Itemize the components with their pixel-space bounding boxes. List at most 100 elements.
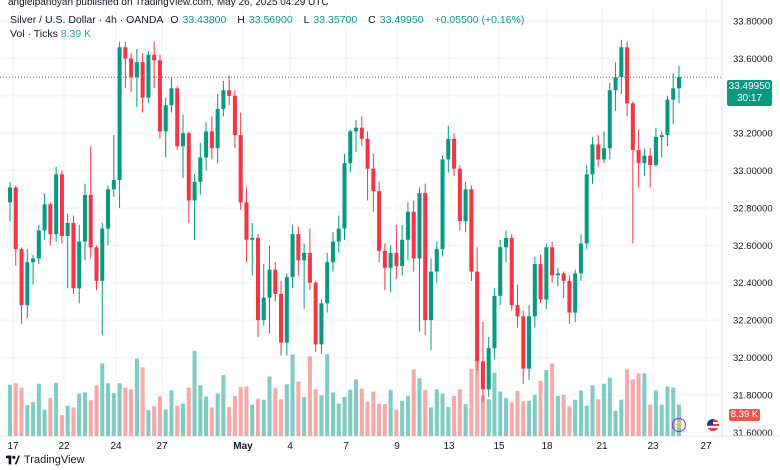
candle-body — [267, 269, 272, 298]
volume-tag: 8.39 K — [729, 409, 760, 421]
candle-body — [336, 228, 341, 242]
candle-body — [192, 181, 197, 201]
candle-body — [279, 293, 284, 343]
volume-bar — [290, 354, 295, 436]
candle-body — [77, 241, 82, 289]
volume-bar — [261, 399, 266, 436]
volume-bar — [169, 390, 174, 436]
volume-bar — [653, 390, 658, 436]
candle-body — [7, 187, 13, 203]
candle-body — [186, 133, 191, 201]
volume-bar — [19, 387, 24, 436]
volume-bar — [48, 398, 53, 436]
x-tick-label: 18 — [541, 441, 553, 452]
candle-body — [117, 47, 122, 180]
volume-bar — [273, 388, 278, 436]
volume-bar — [532, 394, 537, 436]
clock-icon[interactable]: ⚡ — [672, 418, 686, 432]
volume-bar — [659, 404, 664, 436]
candle-body — [163, 105, 168, 132]
volume-bar — [59, 415, 64, 436]
volume-bar — [65, 405, 70, 436]
volume-bar — [630, 379, 635, 436]
volume-bar — [88, 400, 93, 436]
volume-bar — [400, 400, 405, 436]
candle-body — [261, 297, 266, 321]
volume-bar — [377, 403, 382, 436]
volume-bar — [336, 403, 341, 436]
volume-bar — [232, 395, 237, 436]
candle-body — [36, 230, 41, 259]
candle-body — [134, 62, 139, 78]
volume-bar — [509, 402, 514, 436]
volume-bar — [267, 376, 272, 436]
volume-bar — [492, 372, 497, 436]
last-price-value: 33.49950 — [728, 81, 771, 92]
volume-bar — [648, 404, 653, 436]
x-tick-label: 27 — [156, 441, 168, 452]
candle-body — [671, 88, 676, 100]
candle-body — [59, 174, 64, 237]
candle-body — [273, 269, 278, 294]
volume-bar — [584, 405, 589, 436]
candle-body — [475, 271, 480, 362]
candle-body — [238, 135, 243, 203]
volume-bar — [31, 401, 36, 436]
candle-body — [665, 99, 670, 136]
candle-body — [204, 131, 209, 158]
volume-bar — [636, 373, 641, 436]
candle-body — [400, 239, 405, 266]
volume-label[interactable]: Vol · Ticks — [10, 28, 58, 40]
candle-body — [348, 131, 353, 164]
volume-bar — [192, 350, 197, 436]
x-tick-label: 7 — [343, 441, 349, 452]
volume-bar — [405, 395, 410, 436]
candle-body — [394, 252, 399, 266]
x-tick-label: 24 — [110, 441, 122, 452]
volume-bar — [642, 373, 647, 436]
candle-body — [636, 150, 641, 164]
candle-body — [209, 131, 214, 149]
candle-body — [613, 77, 618, 91]
candle-body — [106, 189, 111, 229]
candle-body — [255, 237, 261, 321]
x-tick-label: 22 — [58, 441, 70, 452]
volume-bar — [538, 381, 543, 436]
volume-bar — [204, 396, 209, 436]
volume-bar — [411, 369, 416, 436]
brand-name: TradingView — [24, 454, 85, 466]
candle-body — [607, 90, 612, 149]
candle-body — [302, 252, 307, 261]
x-tick-label: 9 — [394, 441, 400, 452]
candle-body — [354, 127, 359, 132]
candle-body — [140, 62, 145, 98]
volume-bar — [561, 394, 566, 436]
us-flag-icon[interactable] — [706, 418, 720, 432]
volume-legend: Vol · Ticks 8.39 K — [10, 28, 91, 40]
volume-bar — [348, 389, 353, 436]
y-tick-label: 33.20000 — [733, 129, 773, 140]
candle-body — [446, 138, 451, 160]
volume-bar — [573, 399, 578, 436]
volume-bar — [475, 359, 480, 436]
volume-bar — [567, 406, 572, 436]
symbol-title[interactable]: Silver / U.S. Dollar · 4h · OANDA — [10, 14, 164, 26]
tradingview-logo[interactable]: TradingView — [6, 454, 85, 466]
candle-body — [377, 191, 382, 251]
candle-body — [440, 159, 445, 250]
candle-body — [54, 174, 59, 235]
change-value: +0.05500 (+0.16%) — [434, 14, 525, 26]
candle-body — [48, 204, 53, 235]
x-tick-label: 21 — [596, 441, 608, 452]
candle-body — [71, 222, 76, 289]
candle-body — [175, 88, 180, 147]
candle-body — [642, 155, 647, 164]
candle-body — [532, 264, 537, 317]
volume-bar — [13, 383, 18, 436]
volume-bar — [227, 406, 232, 436]
candle-body — [19, 249, 24, 306]
volume-bar — [486, 399, 491, 436]
volume-bar — [36, 383, 41, 436]
volume-bar — [146, 410, 151, 436]
